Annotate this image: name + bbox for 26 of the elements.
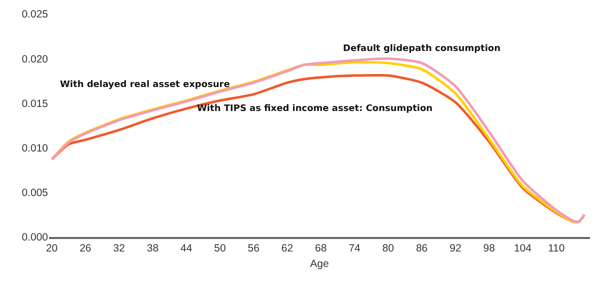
series-label: Default glidepath consumption bbox=[343, 44, 500, 54]
x-tick-label: 86 bbox=[416, 242, 428, 255]
x-tick-label: 74 bbox=[348, 242, 361, 255]
y-tick-label: 0.020 bbox=[22, 53, 48, 66]
x-tick-label: 20 bbox=[46, 242, 58, 255]
series-label: With delayed real asset exposure bbox=[60, 80, 230, 90]
x-tick-label: 104 bbox=[514, 242, 532, 255]
x-tick-label: 26 bbox=[80, 242, 92, 255]
x-tick-label: 56 bbox=[248, 242, 260, 255]
x-tick-label: 92 bbox=[450, 242, 462, 255]
x-tick-label: 98 bbox=[483, 242, 496, 255]
y-tick-label: 0.005 bbox=[22, 187, 48, 200]
x-tick-label: 38 bbox=[146, 242, 159, 255]
y-tick-label: 0.015 bbox=[22, 98, 48, 110]
x-tick-label: 44 bbox=[180, 242, 192, 255]
x-tick-label: 68 bbox=[315, 242, 327, 255]
x-tick-label: 80 bbox=[382, 242, 394, 255]
y-tick-label: 0.000 bbox=[22, 232, 48, 244]
y-tick-label: 0.010 bbox=[22, 142, 48, 154]
series-label: With TIPS as fixed income asset: Consumption bbox=[197, 104, 433, 114]
x-tick-label: 32 bbox=[113, 242, 126, 255]
x-axis-title: Age bbox=[310, 258, 329, 270]
x-tick-label: 50 bbox=[214, 242, 226, 255]
x-tick-label: 110 bbox=[548, 242, 565, 255]
y-tick-label: 0.025 bbox=[22, 8, 48, 21]
x-tick-label: 62 bbox=[281, 242, 294, 255]
